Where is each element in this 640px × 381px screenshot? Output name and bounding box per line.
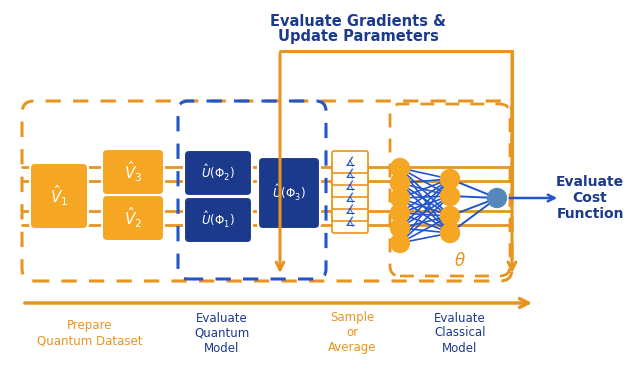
Text: $\measuredangle$: $\measuredangle$ bbox=[344, 179, 356, 193]
Text: $\measuredangle$: $\measuredangle$ bbox=[344, 191, 356, 205]
Circle shape bbox=[390, 189, 410, 208]
FancyBboxPatch shape bbox=[332, 199, 368, 221]
Circle shape bbox=[390, 218, 410, 237]
Text: $\measuredangle$: $\measuredangle$ bbox=[344, 215, 356, 229]
FancyBboxPatch shape bbox=[332, 151, 368, 173]
Circle shape bbox=[440, 224, 460, 242]
Circle shape bbox=[390, 158, 410, 178]
Circle shape bbox=[440, 207, 460, 226]
FancyBboxPatch shape bbox=[184, 150, 252, 196]
Circle shape bbox=[390, 173, 410, 192]
FancyBboxPatch shape bbox=[30, 163, 88, 229]
FancyBboxPatch shape bbox=[258, 157, 320, 229]
Text: $\hat{U}(\Phi_1)$: $\hat{U}(\Phi_1)$ bbox=[201, 210, 235, 230]
Text: $\hat{V}_1$: $\hat{V}_1$ bbox=[50, 184, 68, 208]
FancyBboxPatch shape bbox=[102, 149, 164, 195]
Text: Prepare
Quantum Dataset: Prepare Quantum Dataset bbox=[37, 319, 143, 347]
Circle shape bbox=[440, 170, 460, 189]
Text: Evaluate
Classical
Model: Evaluate Classical Model bbox=[434, 312, 486, 354]
FancyBboxPatch shape bbox=[332, 187, 368, 209]
Text: Update Parameters: Update Parameters bbox=[278, 29, 438, 43]
Circle shape bbox=[390, 203, 410, 223]
Circle shape bbox=[488, 189, 506, 208]
Circle shape bbox=[390, 234, 410, 253]
Text: Sample
or
Average: Sample or Average bbox=[328, 312, 376, 354]
Text: $\measuredangle$: $\measuredangle$ bbox=[344, 155, 356, 169]
FancyBboxPatch shape bbox=[332, 163, 368, 185]
FancyBboxPatch shape bbox=[332, 175, 368, 197]
Text: Evaluate
Quantum
Model: Evaluate Quantum Model bbox=[195, 312, 250, 354]
Circle shape bbox=[440, 187, 460, 205]
Text: $\measuredangle$: $\measuredangle$ bbox=[344, 203, 356, 217]
Text: $\theta$: $\theta$ bbox=[454, 252, 466, 270]
Text: $\hat{U}(\Phi_2)$: $\hat{U}(\Phi_2)$ bbox=[201, 163, 235, 183]
FancyBboxPatch shape bbox=[184, 197, 252, 243]
Text: $\hat{U}(\Phi_3)$: $\hat{U}(\Phi_3)$ bbox=[272, 183, 306, 203]
Text: Evaluate
Cost
Function: Evaluate Cost Function bbox=[556, 175, 624, 221]
FancyBboxPatch shape bbox=[332, 211, 368, 233]
Text: $\hat{V}_2$: $\hat{V}_2$ bbox=[124, 206, 142, 230]
Text: Evaluate Gradients &: Evaluate Gradients & bbox=[270, 13, 446, 29]
Text: $\hat{V}_3$: $\hat{V}_3$ bbox=[124, 160, 142, 184]
Text: $\measuredangle$: $\measuredangle$ bbox=[344, 167, 356, 181]
FancyBboxPatch shape bbox=[102, 195, 164, 241]
